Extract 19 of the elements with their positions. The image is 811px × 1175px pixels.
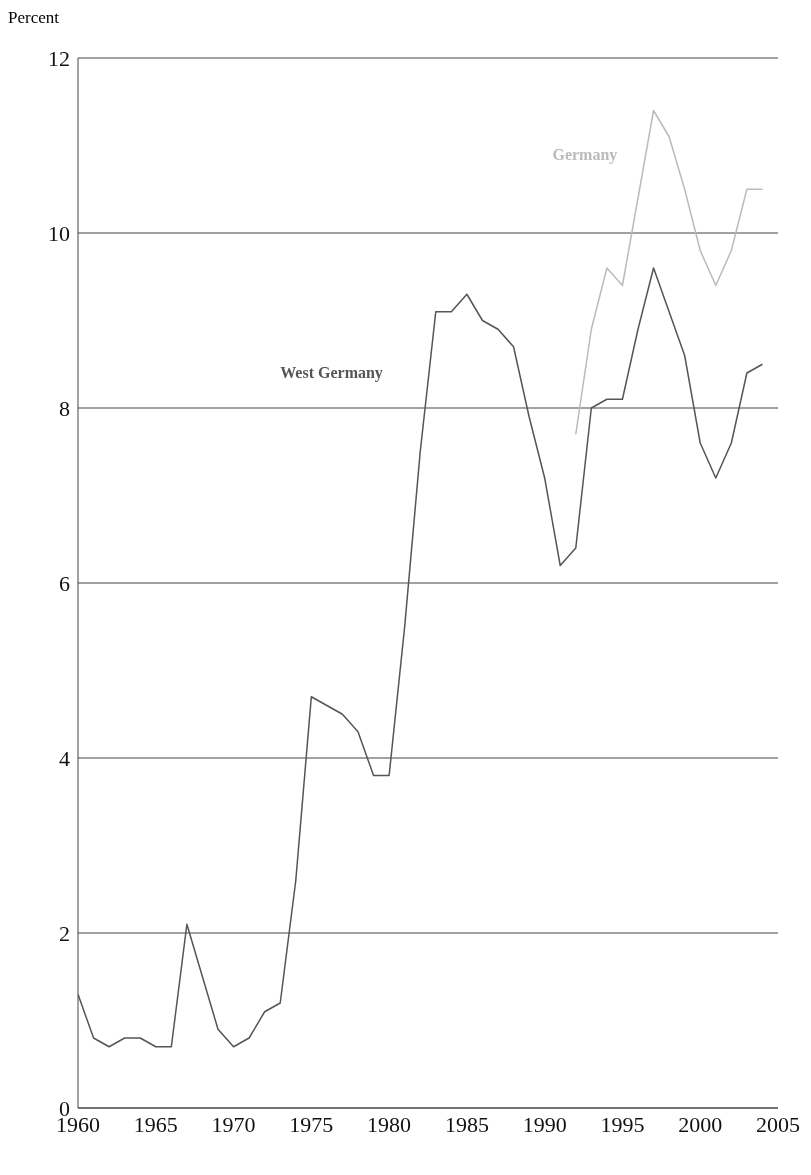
y-axis-title: Percent (8, 8, 60, 28)
x-tick-label: 1995 (600, 1111, 645, 1137)
x-tick-label: 1970 (211, 1111, 256, 1137)
y-tick-label: 12 (48, 45, 70, 71)
x-tick-label: 1990 (522, 1111, 567, 1137)
line-series (78, 267, 764, 1048)
x-tick-label: 1980 (367, 1111, 412, 1137)
x-tick-label: 2005 (756, 1111, 800, 1137)
text: West Germany (280, 364, 383, 383)
y-tick-label: 8 (59, 395, 70, 421)
x-tick-label: 1965 (133, 1111, 178, 1137)
y-tick-label: 10 (48, 220, 70, 246)
y-tick-label: 2 (59, 920, 70, 946)
x-tick-label: 1975 (289, 1111, 334, 1137)
x-tick-label: 1985 (444, 1111, 489, 1137)
y-tick-label: 4 (59, 745, 70, 771)
x-tick-label: 2000 (678, 1111, 723, 1137)
series-label: Germany (552, 145, 618, 164)
y-tick-label: 6 (59, 570, 70, 596)
